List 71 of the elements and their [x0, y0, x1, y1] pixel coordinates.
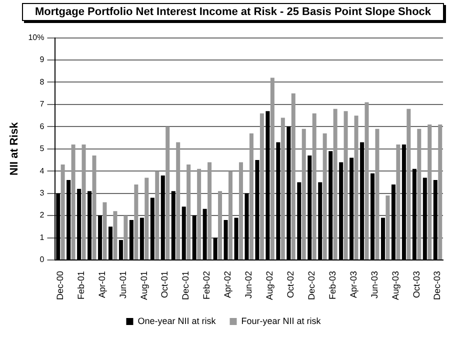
- y-tick-label: 0: [40, 255, 45, 264]
- bar: [82, 144, 86, 260]
- y-tick-label: 8: [40, 77, 45, 86]
- bar: [438, 124, 442, 260]
- bar: [375, 128, 380, 260]
- x-tick-label: Jun-01: [118, 270, 128, 299]
- bar: [238, 162, 243, 260]
- y-tick-label: 9: [40, 55, 45, 64]
- legend-label: One-year NII at risk: [138, 316, 216, 326]
- y-axis-title: NII at Risk: [8, 121, 21, 176]
- bar: [228, 171, 233, 260]
- bar: [428, 124, 432, 260]
- bar: [333, 108, 338, 260]
- bar: [92, 156, 96, 260]
- x-tick-label: Aug-01: [138, 270, 149, 300]
- y-tick-label: 10%: [28, 33, 44, 42]
- x-tick-label: Dec-00: [54, 270, 65, 300]
- bar: [155, 171, 160, 260]
- bar: [144, 178, 149, 260]
- bar: [386, 196, 390, 260]
- bar: [322, 133, 327, 260]
- bar: [197, 168, 202, 260]
- y-tick-label: 4: [40, 166, 45, 176]
- y-tick-label: 2: [40, 210, 45, 220]
- x-tick-label: Oct-02: [286, 270, 296, 298]
- bar: [406, 108, 411, 260]
- legend-label: Four-year NII at risk: [241, 316, 322, 326]
- y-tick-label: 7: [40, 100, 45, 109]
- x-tick-label: Jun-03: [369, 270, 380, 299]
- bar: [134, 184, 138, 260]
- bar: [302, 128, 306, 260]
- x-tick-label: Jun-02: [244, 270, 254, 299]
- x-tick-label: Aug-03: [390, 270, 400, 300]
- bar: [260, 113, 264, 260]
- x-tick-label: Oct-03: [411, 270, 422, 298]
- bar: [176, 142, 180, 260]
- x-tick-label: Apr-03: [348, 270, 358, 298]
- bar: [280, 118, 285, 260]
- bar: [60, 164, 65, 260]
- bar: [102, 202, 107, 260]
- y-tick-label: 1: [40, 232, 45, 242]
- x-tick-label: Apr-02: [222, 270, 233, 298]
- x-tick-label: Feb-01: [76, 270, 86, 300]
- x-tick-label: Feb-02: [202, 270, 212, 300]
- bar: [354, 116, 358, 260]
- bar: [124, 216, 128, 260]
- bar: [396, 144, 400, 260]
- x-tick-label: Dec-03: [432, 270, 442, 300]
- bar: [249, 133, 254, 260]
- bar: [218, 191, 222, 260]
- bar: [270, 78, 274, 260]
- chart-title: Mortgage Portfolio Net Interest Income at Risk - 25 Basis Point Slope Shock: [22, 3, 444, 21]
- y-tick-label: 3: [40, 188, 45, 198]
- x-tick-label: Feb-03: [327, 270, 338, 300]
- bar: [186, 164, 191, 260]
- y-tick-label: 6: [40, 122, 45, 131]
- bar: [113, 211, 118, 260]
- bar: [291, 93, 296, 260]
- bar: [71, 144, 76, 260]
- x-tick-label: Dec-02: [306, 270, 316, 300]
- bar: [166, 126, 170, 260]
- y-tick-label: 5: [40, 144, 45, 154]
- bar: [208, 162, 212, 260]
- bar: [417, 128, 422, 260]
- x-tick-label: Apr-01: [96, 270, 107, 298]
- x-tick-label: Dec-01: [180, 270, 191, 300]
- x-tick-label: Oct-01: [160, 270, 170, 298]
- bar: [312, 113, 316, 260]
- bar: [364, 102, 369, 260]
- x-tick-label: Aug-02: [264, 270, 275, 300]
- bar: [344, 111, 348, 260]
